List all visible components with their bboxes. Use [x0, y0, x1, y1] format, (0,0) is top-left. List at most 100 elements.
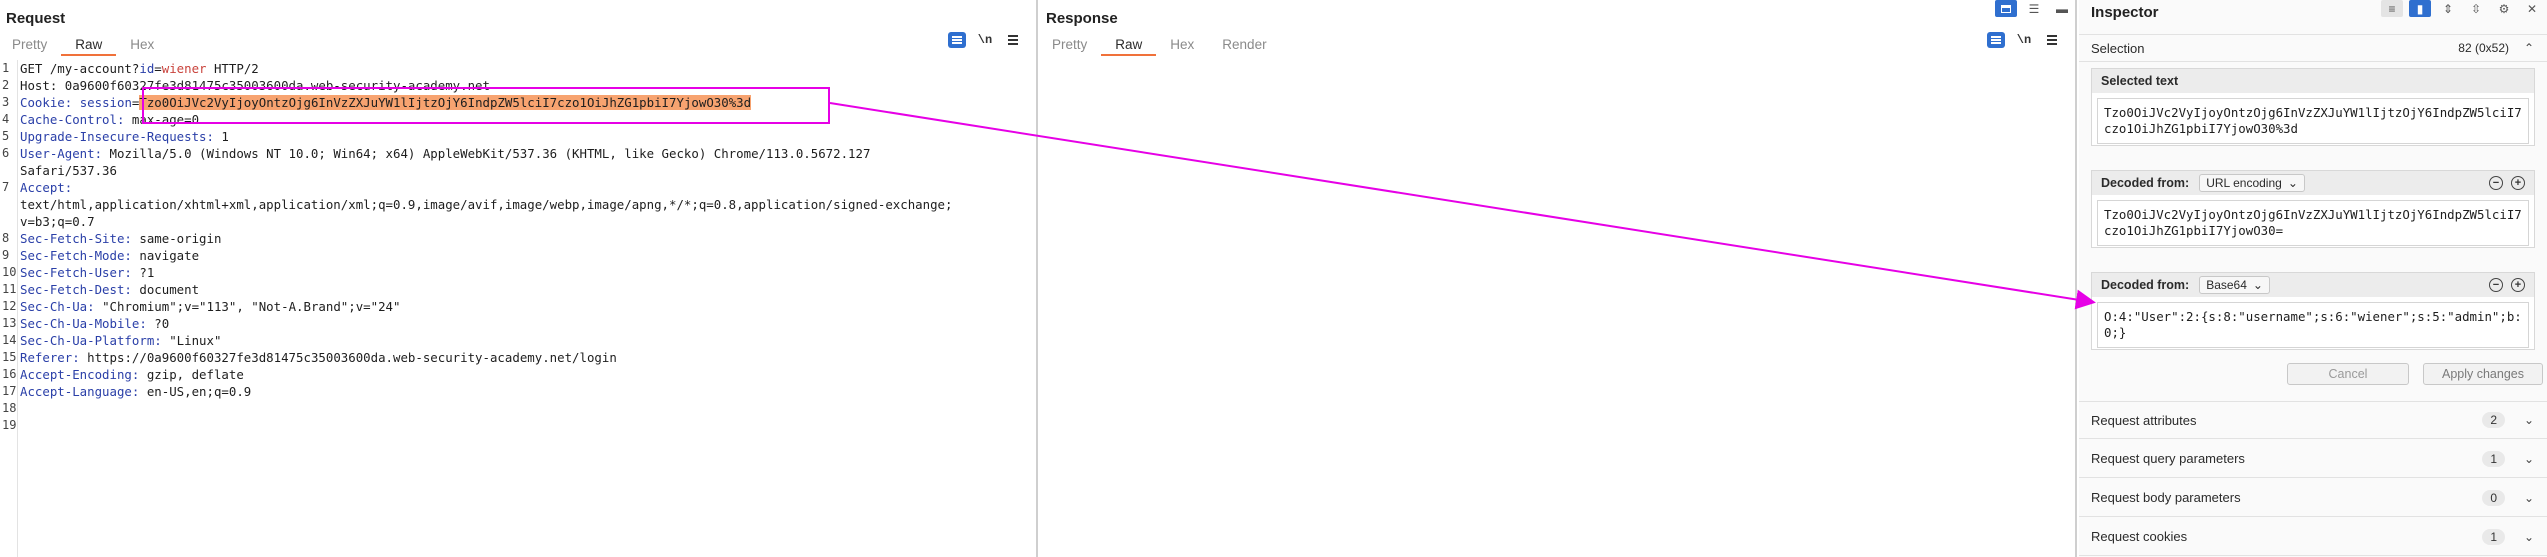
decoded-base64-panel: Decoded from: Base64 ⌄ − + O:4:"User":2:{s… [2091, 272, 2535, 350]
request-editor[interactable]: 1 GET /my-account?id=wiener HTTP/2 2 Host: … [0, 60, 1036, 557]
chevron-down-icon: ⌄ [2523, 413, 2535, 427]
inspector-dock-icon[interactable]: ▮ [2409, 0, 2431, 17]
line-number: 3 [2, 95, 10, 109]
tab-raw[interactable]: Raw [1101, 36, 1157, 56]
line-text: Sec-Ch-Ua-Mobile: ?0 [20, 315, 169, 332]
line-number: 1 [2, 61, 10, 75]
selected-session-value: Tzo0OiJVc2VyIjoyOntzOjg6InVzZXJuYW1lIjtz… [139, 95, 752, 110]
code-token: Referer: [20, 350, 80, 365]
code-token: Accept-Language: [20, 384, 140, 399]
code-line: 11 Sec-Fetch-Dest: document [0, 281, 1036, 298]
code-token: https://0a9600f60327fe3d81475c35003600da… [79, 350, 617, 365]
response-pane: Response Pretty Raw Hex Render \n ☰ ▬ [1040, 0, 2077, 557]
remove-icon[interactable]: − [2489, 176, 2503, 190]
code-token: "Chromium";v="113", "Not-A.Brand";v="24" [94, 299, 401, 314]
line-text: GET /my-account?id=wiener HTTP/2 [20, 60, 259, 77]
code-token: Mozilla/5.0 (Windows NT 10.0; Win64; x64… [102, 146, 871, 161]
add-icon[interactable]: + [2511, 278, 2525, 292]
line-text: Sec-Fetch-Dest: document [20, 281, 199, 298]
remove-icon[interactable]: − [2489, 278, 2503, 292]
tab-hex[interactable]: Hex [1170, 37, 1195, 52]
encoding-value: URL encoding [2206, 176, 2282, 190]
layout-side-by-side-icon[interactable] [1995, 0, 2017, 17]
section-label: Request body parameters [2091, 490, 2241, 505]
section-count: 2 [2482, 412, 2505, 428]
line-text: User-Agent: Mozilla/5.0 (Windows NT 10.0… [20, 145, 870, 162]
section-request-cookies[interactable]: Request cookies 1 ⌄ [2079, 518, 2547, 556]
selected-text-label: Selected text [2101, 74, 2179, 88]
pretty-wrap-icon[interactable] [1987, 32, 2005, 48]
close-icon[interactable]: ✕ [2526, 1, 2538, 16]
line-text: Sec-Ch-Ua-Platform: "Linux" [20, 332, 221, 349]
section-label: Request cookies [2091, 529, 2188, 544]
tab-render[interactable]: Render [1222, 37, 1267, 52]
gear-icon[interactable]: ⚙ [2498, 1, 2510, 16]
section-request-body-parameters[interactable]: Request body parameters 0 ⌄ [2079, 479, 2547, 517]
code-token: ?1 [131, 265, 155, 280]
layout-vertical-icon[interactable]: ☰ [2028, 1, 2040, 16]
code-token: Sec-Ch-Ua-Mobile: [20, 316, 147, 331]
collapse-all-icon[interactable]: ⇳ [2470, 1, 2482, 16]
line-number: 2 [2, 78, 10, 92]
code-token: document [131, 282, 200, 297]
section-request-query-parameters[interactable]: Request query parameters 1 ⌄ [2079, 440, 2547, 478]
inspector-title: Inspector [2091, 4, 2159, 21]
show-newlines-button[interactable]: \n [2016, 33, 2032, 47]
code-token: GET /my-account? [20, 61, 140, 76]
request-tabs: Pretty Raw Hex [6, 36, 168, 56]
code-line: v=b3;q=0.7 [0, 213, 1036, 230]
add-icon[interactable]: + [2511, 176, 2525, 190]
section-label: Request attributes [2091, 412, 2197, 428]
code-line: Safari/537.36 [0, 162, 1036, 179]
line-gutter [0, 60, 18, 557]
line-number: 18 [2, 401, 17, 415]
line-text: Referer: https://0a9600f60327fe3d81475c3… [20, 349, 617, 366]
code-line: 7 Accept: [0, 179, 1036, 196]
inspector-layout-icon[interactable]: ≡ [2381, 0, 2403, 17]
encoding-dropdown[interactable]: URL encoding ⌄ [2199, 174, 2305, 192]
selected-text-value[interactable]: Tzo0OiJVc2VyIjoyOntzOjg6InVzZXJuYW1lIjtz… [2097, 98, 2529, 144]
code-token: Sec-Fetch-Dest: [20, 282, 132, 297]
line-text: Sec-Ch-Ua: "Chromium";v="113", "Not-A.Br… [20, 298, 400, 315]
code-line: text/html,application/xhtml+xml,applicat… [0, 196, 1036, 213]
show-newlines-button[interactable]: \n [977, 33, 993, 47]
tab-hex[interactable]: Hex [130, 37, 155, 52]
response-tabs: Pretty Raw Hex Render [1046, 36, 1281, 56]
decoded-url-panel: Decoded from: URL encoding ⌄ − + Tzo0OiJVc… [2091, 170, 2535, 248]
section-request-attributes[interactable]: Request attributes 2 ⌄ [2079, 401, 2547, 439]
line-number: 10 [2, 265, 17, 279]
code-token: Sec-Fetch-Site: [20, 231, 132, 246]
code-token: Accept-Encoding: [20, 367, 140, 382]
decoded-url-value[interactable]: Tzo0OiJVc2VyIjoyOntzOjg6InVzZXJuYW1lIjtz… [2097, 200, 2529, 246]
apply-changes-button[interactable]: Apply changes [2423, 363, 2543, 385]
response-editor[interactable] [1040, 60, 2075, 557]
code-token: = [154, 61, 162, 76]
line-number: 7 [2, 180, 10, 194]
line-number: 15 [2, 350, 17, 364]
code-line: 5 Upgrade-Insecure-Requests: 1 [0, 128, 1036, 145]
request-pane: Request Pretty Raw Hex \n 1 GET /my-accou… [0, 0, 1038, 557]
code-line: 15 Referer: https://0a9600f60327fe3d81475… [0, 349, 1036, 366]
code-token: Cache-Control: [20, 112, 125, 127]
line-number: 9 [2, 248, 10, 262]
expand-all-icon[interactable]: ⇕ [2442, 1, 2454, 16]
decoded-base64-value[interactable]: O:4:"User":2:{s:8:"username";s:6:"wiener… [2097, 302, 2529, 348]
code-token: en-US,en;q=0.9 [139, 384, 252, 399]
selection-section[interactable]: Selection 82 (0x52) ⌃ [2079, 34, 2547, 62]
cancel-button[interactable]: Cancel [2287, 363, 2409, 385]
pretty-wrap-icon[interactable] [948, 32, 966, 48]
menu-icon[interactable] [2043, 32, 2061, 48]
decoded-base64-header: Decoded from: Base64 ⌄ − + [2092, 273, 2534, 297]
code-line: 14 Sec-Ch-Ua-Platform: "Linux" [0, 332, 1036, 349]
line-number: 14 [2, 333, 17, 347]
code-token: "Linux" [161, 333, 222, 348]
layout-tabs-icon[interactable]: ▬ [2056, 1, 2068, 16]
decoded-from-label: Decoded from: [2101, 176, 2190, 190]
code-line: 10 Sec-Fetch-User: ?1 [0, 264, 1036, 281]
tab-pretty[interactable]: Pretty [1052, 37, 1088, 52]
encoding-dropdown[interactable]: Base64 ⌄ [2199, 276, 2270, 294]
tab-raw[interactable]: Raw [61, 36, 117, 56]
line-text: Sec-Fetch-Site: same-origin [20, 230, 221, 247]
menu-icon[interactable] [1004, 32, 1022, 48]
tab-pretty[interactable]: Pretty [12, 37, 48, 52]
